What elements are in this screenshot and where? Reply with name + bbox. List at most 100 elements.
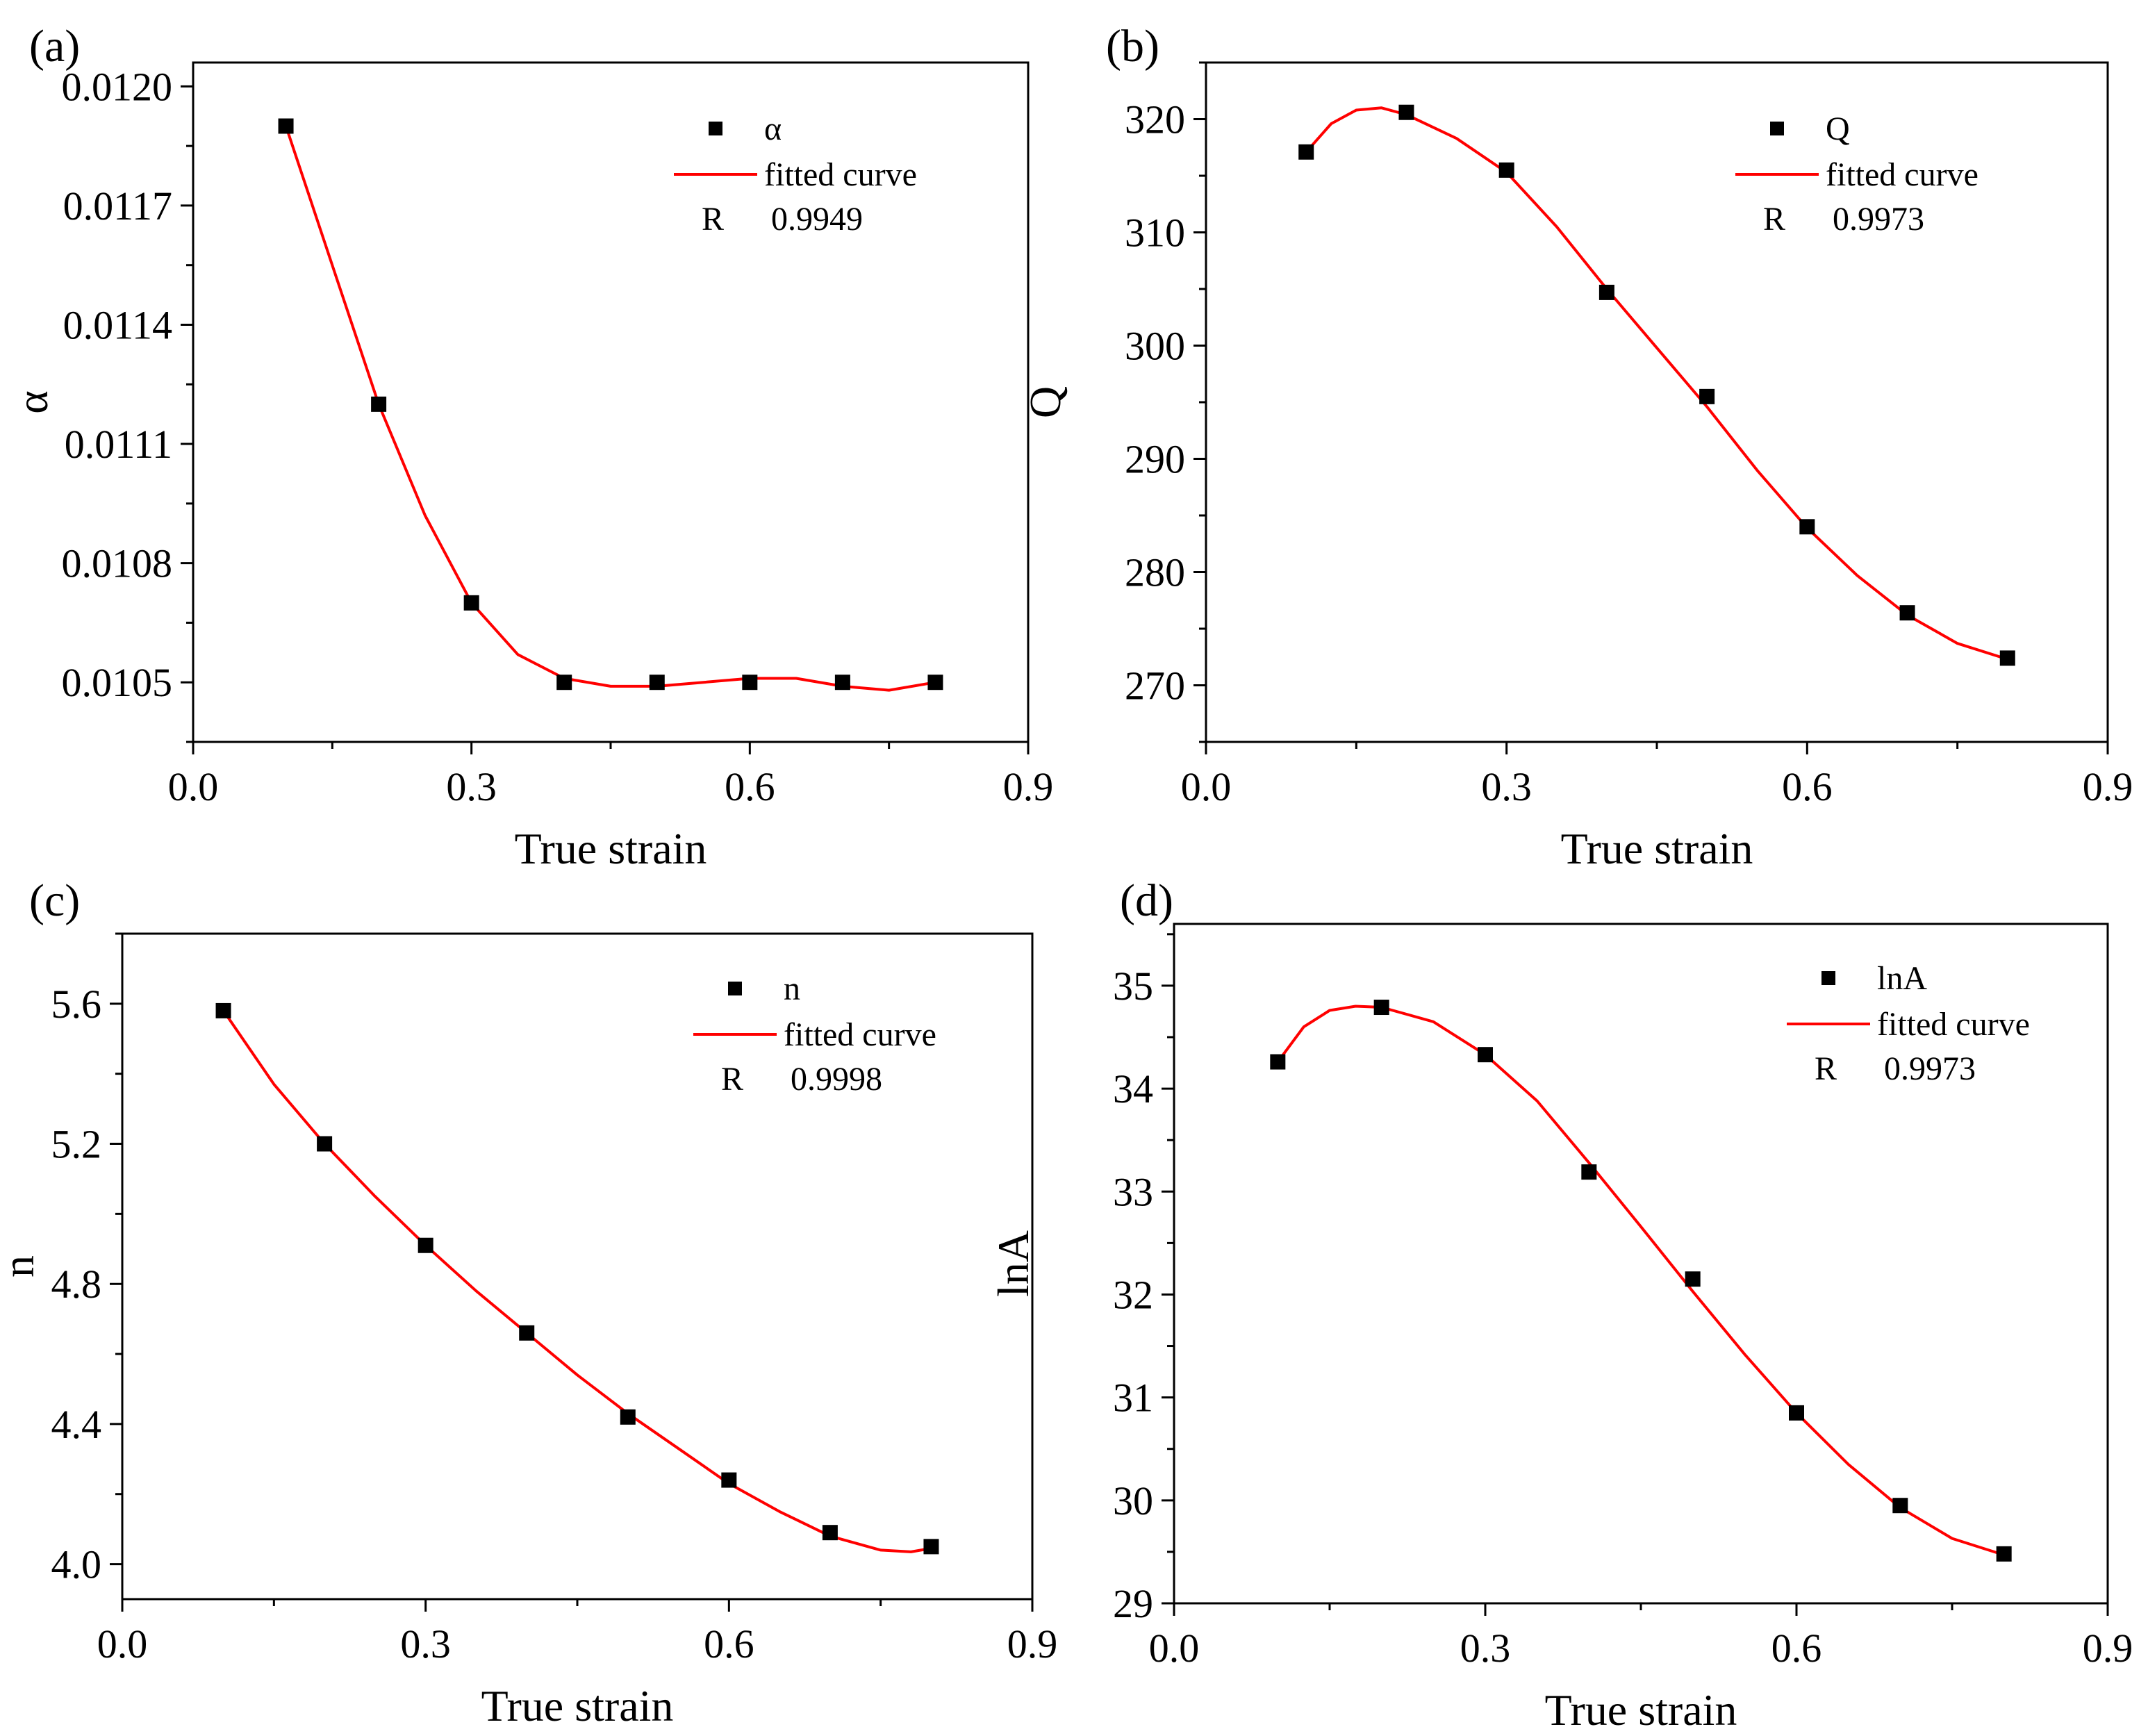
data-point bbox=[1298, 144, 1314, 160]
y-tick-label: 300 bbox=[1125, 324, 1185, 369]
data-point bbox=[742, 675, 758, 691]
y-tick-label: 290 bbox=[1125, 437, 1185, 482]
data-point bbox=[519, 1325, 535, 1341]
data-point bbox=[1598, 284, 1614, 300]
legend-marker-swatch bbox=[1770, 122, 1784, 135]
panel-b: (b) 0.0 0.3 0.6 0.9 270 280 290 300 310 320 True st… bbox=[1021, 21, 2133, 873]
data-point bbox=[278, 118, 294, 134]
y-tick-label: 30 bbox=[1113, 1478, 1153, 1523]
legend-line-label: fitted curve bbox=[764, 156, 917, 193]
x-tick-label: 0.3 bbox=[400, 1621, 451, 1667]
data-point bbox=[371, 396, 387, 412]
data-point bbox=[1999, 650, 2015, 666]
y-axis-label: α bbox=[8, 390, 57, 414]
panel-c: (c) 0.0 0.3 0.6 0.9 4.0 4.4 4.8 5.2 5.6 True strai… bbox=[0, 875, 1057, 1730]
x-tick-label: 0.6 bbox=[704, 1621, 754, 1667]
y-tick-label: 310 bbox=[1125, 210, 1185, 256]
legend-marker-swatch bbox=[709, 122, 722, 135]
y-tick-label: 0.0108 bbox=[62, 541, 173, 586]
data-point bbox=[1685, 1271, 1701, 1287]
data-point bbox=[1996, 1546, 2012, 1562]
y-tick-label: 280 bbox=[1125, 550, 1185, 595]
y-tick-label: 270 bbox=[1125, 663, 1185, 709]
x-tick-label: 0.9 bbox=[2083, 764, 2133, 809]
data-point bbox=[556, 675, 572, 691]
x-tick-label: 0.6 bbox=[1771, 1626, 1822, 1671]
y-tick-label: 33 bbox=[1113, 1169, 1153, 1214]
data-point bbox=[1498, 162, 1514, 178]
data-point bbox=[620, 1409, 636, 1425]
legend-r-label: R bbox=[1815, 1050, 1837, 1087]
x-tick-label: 0.3 bbox=[1460, 1626, 1511, 1671]
legend-r-label: R bbox=[1763, 201, 1785, 238]
y-tick-label: 35 bbox=[1113, 964, 1153, 1009]
y-tick-label: 32 bbox=[1113, 1272, 1153, 1317]
legend-marker-label: lnA bbox=[1877, 960, 1927, 997]
data-point bbox=[1789, 1405, 1804, 1421]
data-point bbox=[1270, 1054, 1286, 1070]
legend: α fitted curve R 0.9949 bbox=[674, 110, 917, 238]
y-tick-label: 0.0111 bbox=[65, 422, 172, 467]
y-tick-label: 4.8 bbox=[51, 1262, 102, 1307]
data-point bbox=[927, 675, 943, 691]
panel-a: (a) 0.0 0.3 0.6 0.9 0.0105 0.0108 0.0111 0.0114 0… bbox=[8, 21, 1053, 873]
y-tick-label: 5.6 bbox=[51, 982, 102, 1027]
y-tick-label: 320 bbox=[1125, 97, 1185, 142]
legend-marker-label: α bbox=[764, 110, 782, 147]
data-point bbox=[1799, 519, 1815, 535]
data-point bbox=[317, 1136, 333, 1152]
x-tick-label: 0.0 bbox=[1149, 1626, 1200, 1671]
legend-r-label: R bbox=[702, 201, 724, 238]
fitted-curve-line bbox=[284, 125, 936, 692]
y-tick-label: 5.2 bbox=[51, 1122, 102, 1167]
legend-r-label: R bbox=[721, 1061, 743, 1098]
x-tick-label: 0.0 bbox=[1181, 764, 1232, 809]
x-axis-label: True strain bbox=[1545, 1685, 1737, 1735]
data-point bbox=[721, 1472, 737, 1488]
legend-r-value: 0.9949 bbox=[771, 201, 863, 238]
x-tick-label: 0.3 bbox=[446, 764, 497, 809]
data-point bbox=[1899, 605, 1915, 621]
data-point bbox=[1478, 1047, 1493, 1063]
y-axis-label: n bbox=[0, 1255, 43, 1278]
x-tick-label: 0.9 bbox=[1007, 1621, 1058, 1667]
legend-r-value: 0.9973 bbox=[1884, 1050, 1976, 1087]
legend: lnA fitted curve R 0.9973 bbox=[1787, 960, 2030, 1087]
data-point bbox=[1699, 388, 1715, 404]
x-tick-label: 0.3 bbox=[1481, 764, 1532, 809]
data-point bbox=[463, 595, 479, 611]
y-tick-label: 34 bbox=[1113, 1066, 1153, 1111]
legend-marker-swatch bbox=[1821, 971, 1835, 985]
data-point bbox=[822, 1525, 838, 1541]
data-point bbox=[1373, 1000, 1389, 1016]
x-tick-label: 0.0 bbox=[97, 1621, 148, 1667]
legend-line-label: fitted curve bbox=[1877, 1006, 2030, 1043]
y-tick-label: 0.0117 bbox=[63, 183, 172, 229]
legend-line-label: fitted curve bbox=[784, 1016, 936, 1053]
panel-label: (a) bbox=[29, 21, 80, 72]
x-axis-label: True strain bbox=[481, 1681, 674, 1730]
legend: n fitted curve R 0.9998 bbox=[693, 970, 936, 1098]
data-point bbox=[418, 1237, 433, 1253]
x-tick-label: 0.9 bbox=[1003, 764, 1054, 809]
x-tick-label: 0.6 bbox=[725, 764, 775, 809]
y-axis-label: lnA bbox=[989, 1230, 1038, 1297]
y-axis-label: Q bbox=[1021, 386, 1070, 418]
panel-label: (d) bbox=[1120, 875, 1173, 926]
data-point bbox=[215, 1002, 231, 1018]
legend-marker-label: Q bbox=[1826, 110, 1850, 147]
x-tick-label: 0.0 bbox=[168, 764, 219, 809]
x-axis-label: True strain bbox=[1561, 824, 1753, 873]
y-tick-label: 29 bbox=[1113, 1581, 1153, 1626]
legend-r-value: 0.9973 bbox=[1833, 201, 1924, 238]
x-tick-label: 0.9 bbox=[2083, 1626, 2133, 1671]
y-tick-label: 4.0 bbox=[51, 1542, 102, 1587]
data-point bbox=[834, 675, 850, 691]
data-point bbox=[1581, 1164, 1597, 1180]
legend-r-value: 0.9998 bbox=[791, 1061, 882, 1098]
panel-label: (b) bbox=[1106, 21, 1159, 72]
data-point bbox=[1892, 1498, 1908, 1514]
y-tick-label: 31 bbox=[1113, 1375, 1153, 1421]
